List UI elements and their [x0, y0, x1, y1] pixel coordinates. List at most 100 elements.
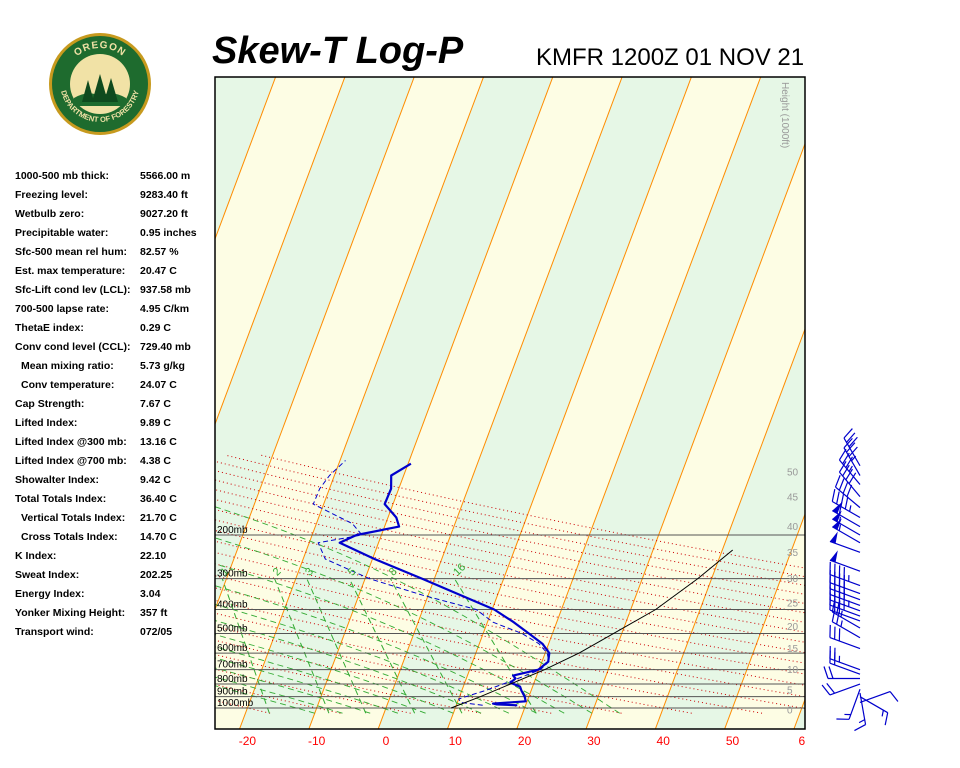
pressure-label: 300mb [217, 569, 248, 580]
index-row: Mean mixing ratio: 5.73 g/kg [15, 360, 215, 379]
index-label: Total Totals Index: [15, 493, 107, 505]
index-row: Cap Strength: 7.67 C [15, 398, 215, 417]
wind-barb-staff [843, 437, 861, 467]
mixing-ratio-line [274, 578, 330, 714]
temperature-band [215, 77, 276, 239]
index-row: Conv cond level (CCL): 729.40 mb [15, 341, 215, 360]
index-row: Sfc-500 mean rel hum: 82.57 % [15, 246, 215, 265]
x-tick-label: 6 [798, 734, 805, 748]
wind-barb-full [842, 452, 850, 465]
index-label: Est. max temperature: [15, 265, 126, 277]
wind-barb-full [834, 626, 836, 640]
index-row: Vertical Totals Index: 21.70 C [15, 512, 215, 531]
moist-adiabat [215, 585, 537, 714]
x-tick-label: 40 [657, 734, 671, 748]
mixing-ratio-line [221, 578, 270, 714]
wind-barb-flag [829, 531, 838, 544]
x-tick-label: -20 [239, 734, 257, 748]
wind-barb-full [829, 597, 831, 611]
wind-barb [838, 461, 861, 498]
temperature-band [239, 77, 553, 729]
wind-barb-staff [838, 471, 861, 498]
wind-barb-staff [831, 518, 861, 536]
pressure-label: 800mb [217, 674, 248, 685]
wind-barb-half [840, 610, 843, 618]
dry-adiabat [215, 460, 805, 586]
temperature-band [655, 328, 805, 729]
height-tick-label: 35 [787, 548, 799, 559]
wind-barb-full [842, 464, 850, 477]
isotherm-line [239, 77, 485, 729]
wind-barb-column [821, 428, 899, 732]
wind-barb [831, 609, 861, 639]
wind-barb-staff [829, 540, 861, 553]
wind-barb-half [858, 719, 865, 724]
wind-barb-half [844, 713, 851, 716]
wind-barb-flag [832, 518, 842, 530]
wind-barb-full [843, 592, 845, 606]
dry-adiabat [215, 563, 805, 686]
isotherm-line [0, 72, 208, 734]
wind-barb-half [848, 600, 850, 607]
isotherm-line [377, 77, 623, 729]
wind-barb-full [838, 461, 847, 473]
wind-barb-full [831, 609, 836, 622]
index-row: Sfc-Lift cond lev (LCL): 937.58 mb [15, 284, 215, 303]
mixing-ratio-line [454, 578, 537, 714]
index-value: 22.10 [140, 550, 167, 562]
pressure-label: 400mb [217, 600, 248, 611]
wind-barb-flag [829, 550, 838, 563]
wind-barb-full [845, 468, 853, 481]
index-label: Energy Index: [15, 588, 85, 600]
wind-barb-full [836, 491, 840, 505]
wind-barb-full [884, 712, 889, 726]
index-value: 82.57 % [140, 246, 179, 258]
index-row: Sweat Index: 202.25 [15, 569, 215, 588]
index-value: 20.47 C [140, 265, 177, 277]
wind-barb-full [838, 628, 841, 642]
index-value: 7.67 C [140, 398, 171, 410]
wind-barb-staff [843, 447, 861, 476]
wind-barb-staff [831, 501, 861, 519]
wind-barb-full [848, 436, 858, 448]
height-tick-label: 40 [787, 522, 799, 533]
height-axis-title: Height (1000ft) [779, 82, 790, 148]
mixing-ratio-label: 0.4 [154, 559, 173, 578]
wind-barb-full [826, 682, 836, 694]
wind-barb-full [828, 666, 834, 679]
isotherm-line [793, 698, 805, 729]
wind-barb-half [848, 465, 853, 472]
wind-barb-half [838, 524, 842, 531]
wind-barb-half [849, 505, 852, 512]
index-label: Conv cond level (CCL): [15, 341, 131, 353]
index-row: Wetbulb zero: 9027.20 ft [15, 208, 215, 227]
index-label: Cross Totals Index: [21, 531, 118, 543]
index-label: Transport wind: [15, 626, 94, 638]
station-time-label: KMFR 1200Z 01 NOV 21 [536, 44, 805, 71]
indices-panel: 1000-500 mb thick: 5566.00 m Freezing leve… [15, 170, 215, 645]
chart-title: Skew-T Log-P [212, 30, 464, 72]
plot-frame [214, 76, 806, 730]
wind-barb-full [831, 599, 836, 613]
index-value: 0.95 inches [140, 227, 197, 239]
index-row: Energy Index: 3.04 [15, 588, 215, 607]
index-row: Lifted Index: 9.89 C [15, 417, 215, 436]
wind-barb-full [889, 691, 899, 702]
isotherm-line [0, 72, 139, 734]
dry-adiabat [215, 683, 341, 714]
index-label: Lifted Index: [15, 417, 78, 429]
temperature-band [0, 72, 139, 734]
index-row: Est. max temperature: 20.47 C [15, 265, 215, 284]
index-value: 9283.40 ft [140, 189, 188, 201]
dry-adiabat [0, 455, 200, 713]
dry-adiabat [215, 612, 692, 714]
height-tick-label: 25 [787, 599, 799, 610]
wind-barb-flag [832, 510, 842, 523]
index-row: 1000-500 mb thick: 5566.00 m [15, 170, 215, 189]
index-row: Conv temperature: 24.07 C [15, 379, 215, 398]
index-row: Lifted Index @300 mb: 13.16 C [15, 436, 215, 455]
isotherm-line [516, 77, 762, 729]
wind-barb-full [843, 437, 853, 449]
oregon-forestry-logo: OREGON DEPARTMENT OF FORESTRY [49, 33, 151, 135]
pressure-label: 900mb [217, 687, 248, 698]
